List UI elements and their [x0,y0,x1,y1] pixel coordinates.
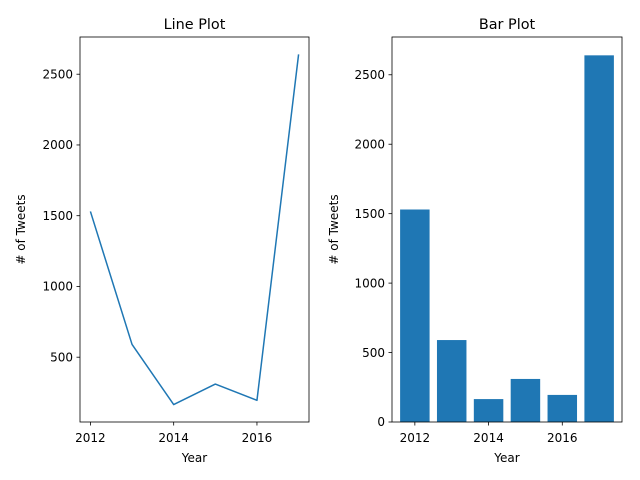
bar-plot-x-tick-label: 2016 [547,431,578,445]
line-plot-y-tick-label: 500 [50,350,73,364]
line-plot-x-tick-label: 2012 [75,431,106,445]
bar-plot-y-tick-label: 500 [362,346,385,360]
line-plot-series-line [89,54,300,406]
line-plot-series [89,54,300,406]
bar-plot-bar [510,378,541,422]
line-plot-y-ticks: 500 1000 1500 2000 2500 [42,67,80,364]
bar-plot-y-tick-label: 1500 [354,207,385,221]
bar-plot-bar [547,394,578,422]
bar-plot-x-axis-label: Year [493,451,519,465]
line-plot-x-axis-label: Year [181,451,207,465]
line-plot-x-tick-label: 2016 [242,431,273,445]
bar-plot-bar [436,340,467,422]
bar-plot-x-tick-label: 2014 [473,431,504,445]
line-plot-x-tick-label: 2014 [158,431,189,445]
line-plot-y-tick-label: 2000 [42,138,73,152]
bar-plot-x-ticks: 2012 2014 2016 [400,422,578,445]
bar-plot-bar [584,55,614,422]
line-plot-y-axis-label: # of Tweets [14,194,28,264]
bar-plot-y-tick-label: 1000 [354,276,385,290]
bar-plot-bar [473,399,504,422]
bar-plot-y-tick-label: 0 [377,415,385,429]
line-plot-y-tick-label: 2500 [42,67,73,81]
bar-plot-y-axis-label: # of Tweets [327,194,341,264]
bar-plot-y-tick-label: 2000 [354,137,385,151]
line-plot-title: Line Plot [164,17,226,33]
line-plot-frame [79,36,310,423]
bar-plot-frame [391,36,623,423]
bar-plot-x-tick-label: 2012 [400,431,431,445]
bar-plot-bars [400,55,614,422]
bar-plot-y-tick-label: 2500 [354,68,385,82]
line-plot-y-tick-label: 1500 [42,209,73,223]
bar-plot-y-ticks: 0 500 1000 1500 2000 2500 [354,68,392,429]
line-plot-x-ticks: 2012 2014 2016 [75,422,272,445]
bar-plot-title: Bar Plot [479,17,536,33]
bar-plot-bar [400,209,430,422]
line-plot-y-tick-label: 1000 [42,280,73,294]
